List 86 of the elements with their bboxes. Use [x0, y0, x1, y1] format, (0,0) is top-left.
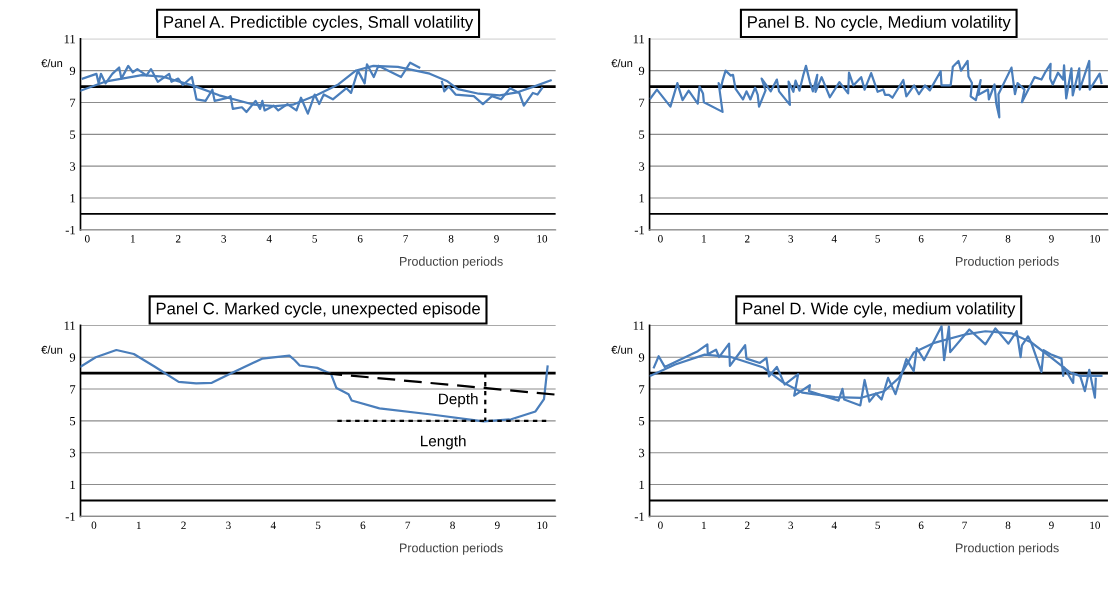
x-tick-label: 6 — [360, 521, 366, 530]
x-axis-title: Production periods — [956, 543, 1059, 555]
y-tick-label: 11 — [64, 321, 75, 330]
x-tick-label: 8 — [448, 235, 454, 243]
x-tick-label: 9 — [494, 521, 500, 530]
y-tick-label: 11 — [633, 321, 644, 330]
x-tick-label: 9 — [1049, 521, 1054, 530]
x-tick-label: 10 — [1090, 235, 1101, 243]
x-tick-label: 10 — [537, 235, 548, 243]
x-tick-label: 6 — [918, 521, 924, 530]
y-tick-label: 5 — [70, 130, 76, 139]
y-tick-label: 3 — [639, 448, 645, 458]
y-tick-label: 11 — [633, 34, 644, 44]
chart-title: Panel B. No cycle, Medium volatility — [748, 15, 1011, 32]
x-tick-label: 2 — [175, 235, 181, 243]
x-tick-label: 4 — [266, 235, 272, 243]
x-tick-label: 0 — [658, 235, 663, 243]
x-tick-label: 6 — [918, 235, 924, 243]
x-tick-label: 5 — [315, 521, 321, 530]
y-tick-label: 9 — [638, 66, 645, 76]
x-tick-label: 9 — [494, 235, 499, 243]
y-tick-label: 3 — [69, 448, 76, 458]
x-tick-label: 8 — [450, 521, 455, 530]
x-tick-label: 1 — [130, 235, 135, 243]
x-tick-label: 10 — [1090, 521, 1101, 530]
x-tick-label: 5 — [875, 235, 881, 243]
x-tick-label: 3 — [788, 521, 794, 530]
x-tick-label: 9 — [1049, 235, 1054, 243]
x-tick-label: 3 — [226, 521, 231, 530]
x-tick-label: 1 — [702, 521, 706, 529]
y-axis-title: €/un — [41, 345, 63, 354]
y-axis-title: €/un — [611, 59, 633, 68]
x-tick-label: 7 — [962, 235, 968, 243]
x-tick-label: 7 — [403, 235, 409, 243]
x-tick-label: 5 — [312, 235, 317, 243]
x-tick-label: 1 — [702, 235, 706, 243]
x-tick-label: 8 — [1005, 235, 1011, 243]
y-tick-label: 7 — [70, 98, 76, 107]
chart-title: Panel D. Wide cyle, medium volatility — [743, 302, 1016, 318]
y-tick-label: 5 — [70, 417, 76, 426]
y-tick-label: 9 — [69, 353, 76, 362]
y-tick-label: -1 — [634, 225, 644, 235]
y-tick-label: 5 — [639, 130, 645, 139]
y-tick-label: -1 — [65, 512, 75, 521]
x-tick-label: 2 — [181, 521, 186, 529]
x-tick-label: 4 — [270, 521, 276, 529]
y-axis-title: €/un — [611, 345, 633, 354]
chart-title: Panel C. Marked cycle, unexpected episode — [156, 302, 480, 318]
x-tick-label: 8 — [1005, 521, 1011, 530]
x-tick-label: 4 — [831, 235, 837, 243]
x-tick-label: 3 — [221, 235, 227, 243]
x-tick-label: 2 — [745, 235, 750, 243]
y-tick-label: 1 — [639, 194, 644, 203]
x-tick-label: 1 — [136, 521, 141, 529]
series-label: Depth — [439, 393, 478, 408]
y-tick-label: 9 — [638, 353, 645, 362]
y-tick-label: 3 — [69, 162, 76, 171]
chart-title: Panel A. Predictible cycles, Small volatility — [164, 15, 474, 32]
y-tick-label: 1 — [70, 194, 75, 203]
x-tick-label: 7 — [962, 521, 968, 529]
y-tick-label: -1 — [634, 512, 644, 521]
x-axis-title: Production periods — [400, 256, 503, 269]
x-tick-label: 6 — [357, 235, 363, 243]
x-tick-label: 0 — [91, 521, 97, 530]
x-axis-title: Production periods — [400, 543, 503, 555]
x-axis-title: Production periods — [956, 256, 1059, 269]
y-tick-label: 9 — [69, 66, 76, 76]
y-tick-label: 7 — [70, 385, 76, 394]
y-tick-label: 5 — [639, 417, 645, 426]
y-tick-label: 1 — [639, 480, 644, 489]
x-tick-label: 0 — [84, 235, 90, 243]
y-tick-label: 3 — [639, 162, 645, 171]
y-tick-label: 7 — [639, 385, 645, 394]
x-tick-label: 0 — [658, 521, 663, 530]
series-label: Length — [421, 435, 466, 450]
y-tick-label: 7 — [639, 98, 645, 107]
x-tick-label: 5 — [875, 521, 881, 530]
y-axis-title: €/un — [41, 59, 63, 68]
x-tick-label: 4 — [831, 521, 837, 529]
y-tick-label: -1 — [65, 225, 75, 235]
x-tick-label: 7 — [405, 521, 411, 529]
x-tick-label: 2 — [745, 521, 750, 529]
y-tick-label: 1 — [70, 480, 75, 489]
x-tick-label: 10 — [537, 521, 548, 530]
x-tick-label: 3 — [788, 235, 794, 243]
y-tick-label: 11 — [64, 34, 75, 44]
